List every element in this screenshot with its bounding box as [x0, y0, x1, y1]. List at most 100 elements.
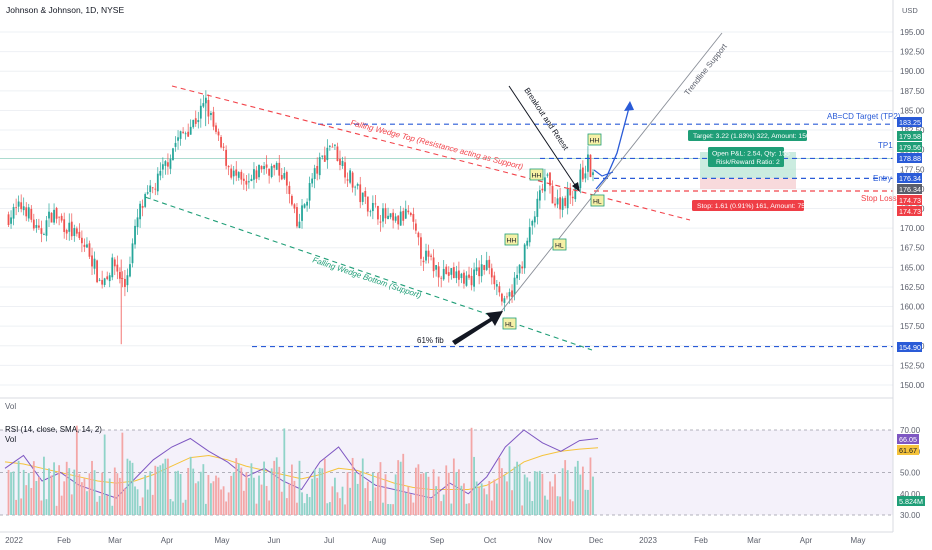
- volume-bar: [192, 468, 195, 515]
- candle-body: [116, 264, 119, 272]
- candle-body: [70, 221, 73, 237]
- candle-body: [384, 208, 387, 219]
- volume-bar: [65, 461, 68, 515]
- volume-bar: [402, 453, 405, 515]
- volume-bar: [212, 481, 215, 515]
- volume-series: [7, 425, 594, 515]
- candle-body: [356, 183, 359, 186]
- candle-body: [409, 212, 412, 216]
- volume-bar: [174, 471, 177, 515]
- volume-bar: [202, 464, 205, 515]
- volume-bar: [394, 474, 397, 515]
- wedge-top-label: Falling Wedge Top (Resistance acting as …: [349, 118, 524, 171]
- volume-bar: [96, 501, 98, 515]
- candle-body: [503, 298, 506, 303]
- candle-body: [20, 202, 23, 210]
- volume-bar: [559, 496, 562, 515]
- candle-body: [7, 214, 10, 225]
- candle-body: [172, 148, 174, 161]
- volume-bar: [450, 503, 453, 515]
- volume-bar: [318, 467, 321, 515]
- volume-bar: [425, 472, 427, 515]
- candle-body: [318, 157, 321, 176]
- candle-body: [531, 221, 534, 226]
- candle-body: [533, 216, 536, 223]
- volume-bar: [278, 466, 281, 515]
- candle-body: [493, 275, 496, 285]
- candle-body: [536, 198, 539, 217]
- volume-bar: [108, 478, 111, 515]
- volume-bar: [417, 464, 420, 515]
- candle-body: [513, 277, 516, 295]
- volume-bar: [101, 472, 104, 515]
- candle-body: [164, 161, 167, 166]
- candle-body: [293, 204, 296, 209]
- candle-body: [50, 212, 53, 223]
- price-tick-label: 170.00: [900, 224, 925, 233]
- volume-bar: [384, 474, 387, 515]
- volume-bar: [328, 502, 331, 515]
- volume-bar: [445, 465, 448, 515]
- candle-body: [126, 275, 129, 286]
- volume-bar: [437, 476, 440, 515]
- volume-bar: [91, 460, 93, 515]
- svg-text:183.25: 183.25: [899, 118, 921, 127]
- retest-path: [593, 169, 614, 177]
- candle-body: [339, 158, 341, 165]
- volume-bar: [250, 463, 253, 515]
- candle-body: [369, 211, 372, 213]
- candle-body: [210, 112, 212, 116]
- badge-183-25: [897, 117, 922, 127]
- candle-body: [422, 260, 425, 263]
- time-axis: 2022 Feb Mar Apr May Jun Jul Aug Sep Oct Nov Dec 202…: [0, 0, 894, 545]
- candle-body: [278, 162, 281, 176]
- price-tick-label: 160.00: [900, 303, 925, 312]
- time-tick-label: Feb: [694, 536, 708, 545]
- svg-text:Open P&L: 2.54, Qty: 155: Open P&L: 2.54, Qty: 155: [712, 151, 790, 158]
- volume-bar: [495, 483, 498, 515]
- volume-bar: [204, 503, 207, 515]
- candle-body: [149, 185, 152, 192]
- volume-bar: [546, 499, 549, 515]
- volume-bar: [528, 481, 531, 515]
- candle-body: [488, 259, 491, 268]
- volume-bar: [387, 503, 389, 515]
- volume-bar: [452, 458, 455, 515]
- candle-body: [334, 144, 336, 146]
- candle-body: [167, 162, 169, 167]
- candle-body: [265, 164, 268, 168]
- candle-body: [361, 192, 364, 202]
- candle-body: [344, 162, 346, 178]
- candle-body: [559, 197, 562, 210]
- candle-body: [516, 274, 518, 279]
- candle-body: [197, 120, 200, 123]
- volume-bar: [490, 500, 493, 515]
- candle-body: [37, 225, 40, 228]
- candle-body: [316, 165, 319, 174]
- candle-body: [346, 179, 349, 181]
- svg-text:HH: HH: [532, 173, 542, 180]
- volume-bar: [498, 457, 501, 515]
- trendline-label: Trendline Support: [683, 41, 730, 97]
- candle-body: [371, 202, 374, 212]
- candle-body: [141, 205, 144, 208]
- price-tick-label: 185.00: [900, 106, 925, 115]
- candle-body: [447, 272, 450, 276]
- volume-bar: [177, 470, 179, 515]
- volume-bar: [576, 460, 579, 515]
- volume-bar: [88, 473, 91, 515]
- candle-body: [10, 217, 12, 224]
- volume-bar: [240, 467, 243, 515]
- volume-bar: [465, 503, 468, 515]
- breakout-arrow: [508, 85, 578, 189]
- volume-bar: [75, 425, 78, 515]
- volume-bar: [237, 463, 240, 515]
- volume-bar: [182, 502, 185, 515]
- volume-bar: [25, 485, 28, 515]
- volume-bar: [430, 499, 432, 515]
- volume-bar: [581, 466, 584, 515]
- volume-bar: [48, 468, 50, 515]
- candle-body: [270, 166, 273, 178]
- volume-bar: [260, 484, 263, 515]
- volume-bar: [556, 496, 559, 515]
